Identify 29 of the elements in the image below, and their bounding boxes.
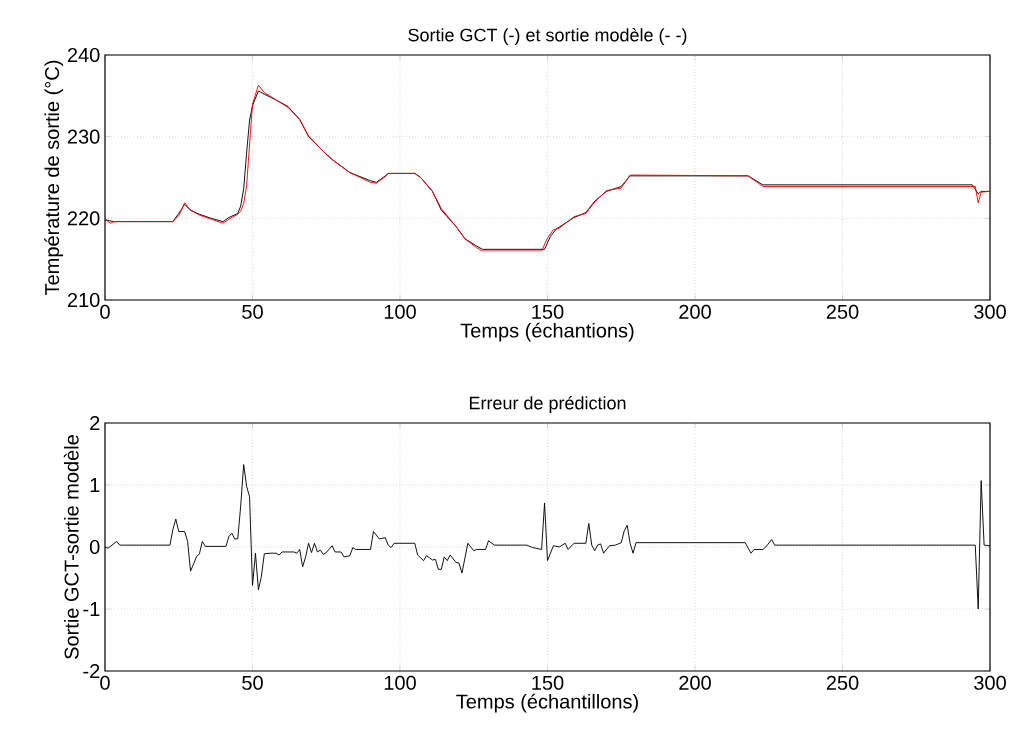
x-tick-label: 200 [679,675,711,690]
x-tick-label: 150 [532,304,564,319]
y-tick-label: -2 [83,664,100,678]
chart-title: Erreur de prédiction [469,395,626,413]
x-tick-label: 300 [974,675,1006,690]
x-tick-label: 300 [974,304,1006,319]
x-tick-label: 0 [100,675,110,690]
chart-title: Sortie GCT (-) et sortie modèle (- -) [408,27,687,45]
y-tick-label: -1 [83,602,100,616]
x-tick-label: 50 [242,675,263,690]
x-axis-title: Temps (échantillons) [456,693,638,713]
y-axis-title: Sortie GCT-sortie modèle [63,435,79,659]
y-tick-label: 1 [90,478,100,492]
x-axis-title: Temps (échantions) [460,322,634,342]
x-tick-label: 50 [242,304,263,319]
x-tick-label: 100 [384,304,416,319]
y-tick-label: 220 [67,211,100,226]
x-tick-label: 250 [826,304,859,319]
y-axis-title: Température de sortie (°C) [44,60,64,295]
x-tick-label: 150 [532,675,564,690]
y-tick-label: 2 [90,416,100,430]
y-tick-label: 240 [67,47,100,63]
x-tick-label: 200 [679,304,711,319]
y-tick-label: 230 [67,129,100,144]
y-tick-label: 210 [67,292,100,308]
y-tick-label: 0 [89,539,100,555]
x-tick-label: 0 [100,304,110,319]
x-tick-label: 250 [826,675,859,690]
x-tick-label: 100 [384,675,416,690]
